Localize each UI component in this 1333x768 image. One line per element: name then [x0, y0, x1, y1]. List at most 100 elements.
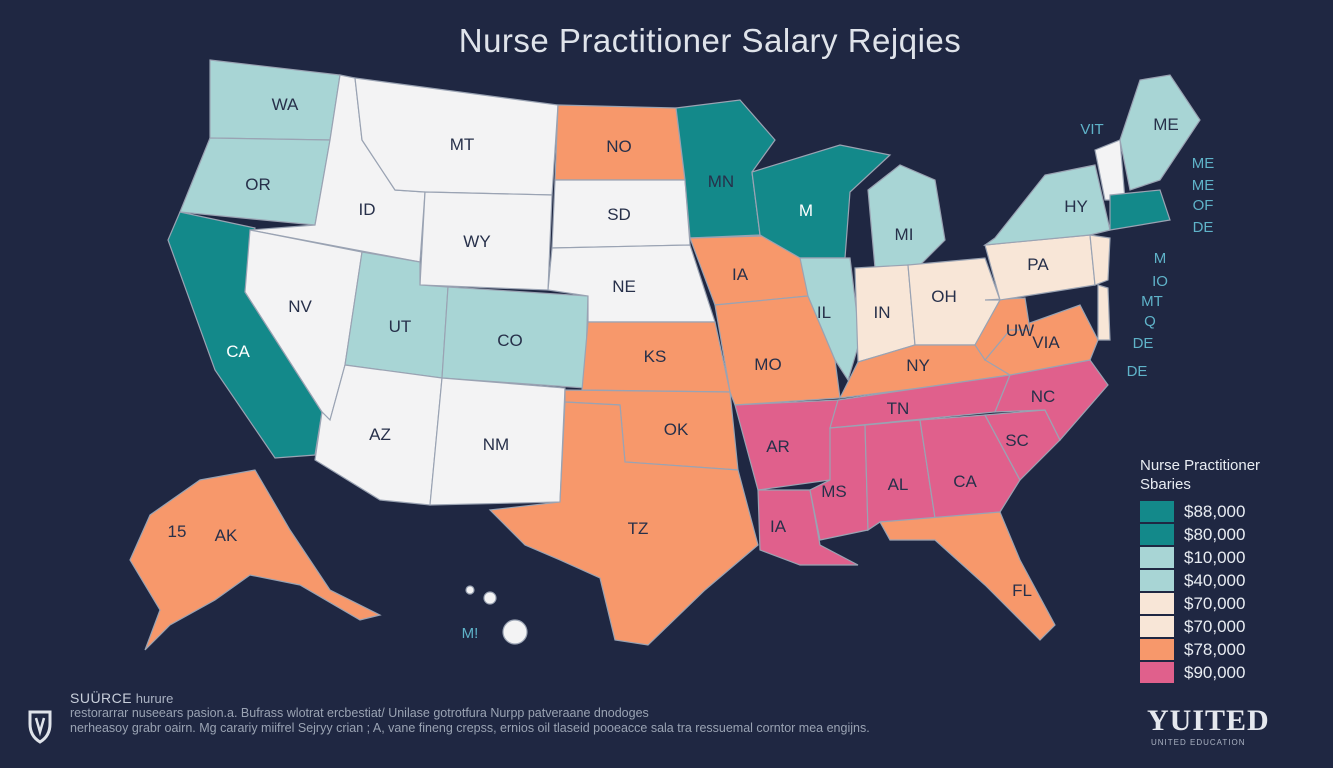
legend-value: $40,000 [1184, 570, 1246, 590]
label-in: IN [874, 303, 891, 322]
label-mn: MN [708, 172, 734, 191]
legend: Nurse Practitioner Sbaries $88,000 $80,00… [1140, 456, 1330, 684]
label-ca: CA [226, 342, 250, 361]
callout-label: ME [1192, 177, 1215, 194]
label-nd: NO [606, 137, 632, 156]
source-value: hurure [135, 691, 174, 706]
state-il[interactable] [799, 257, 861, 382]
legend-row: $80,000 [1140, 523, 1330, 546]
label-wa: WA [272, 95, 299, 114]
state-ga[interactable] [919, 414, 1021, 519]
label-ms: MS [821, 482, 847, 501]
label-ia: IA [732, 265, 749, 284]
legend-value: $70,000 [1184, 593, 1246, 613]
state-mi[interactable] [867, 164, 946, 269]
label-mo: MO [754, 355, 781, 374]
callout-label: DE [1193, 219, 1214, 236]
callout-label: OF [1193, 197, 1214, 214]
legend-title-line1: Nurse Practitioner [1140, 457, 1261, 474]
callout-label: MT [1141, 293, 1163, 310]
state-de[interactable] [1097, 284, 1111, 341]
footer: SUÜRCE hurure restorarrar nuseears pasio… [70, 690, 870, 736]
callout-label: ME [1192, 155, 1215, 172]
label-ne: NE [612, 277, 636, 296]
state-ny[interactable] [982, 164, 1111, 246]
callout-label: M [1154, 250, 1167, 267]
callout-label: DE [1133, 335, 1154, 352]
label-ky: NY [906, 356, 930, 375]
label-az: AZ [369, 425, 391, 444]
callout-label: Q [1144, 313, 1156, 330]
hawaii-island [483, 591, 497, 605]
label-ut: UT [389, 317, 412, 336]
legend-swatch [1140, 639, 1174, 660]
label-ny: HY [1064, 197, 1088, 216]
label-ks: KS [644, 347, 667, 366]
callout-label: DE [1127, 363, 1148, 380]
label-wy: WY [463, 232, 490, 251]
legend-row: $70,000 [1140, 592, 1330, 615]
label-co: CO [497, 331, 523, 350]
callout-label: IO [1152, 273, 1168, 290]
label-la: IA [770, 517, 787, 536]
legend-items: $88,000 $80,000 $10,000 $40,000 $70,000 $70,0… [1140, 500, 1330, 684]
legend-swatch [1140, 547, 1174, 568]
state-fl[interactable] [879, 511, 1056, 641]
label-ar: AR [766, 437, 790, 456]
label-ak: AK [215, 526, 238, 545]
label-va: VIA [1032, 333, 1060, 352]
state-ma[interactable] [1109, 189, 1171, 231]
hawaii-island [465, 585, 475, 595]
shield-logo-icon [28, 710, 52, 744]
legend-swatch [1140, 524, 1174, 545]
label-tn: TN [887, 399, 910, 418]
label-tx: TZ [628, 519, 649, 538]
label-wi: M [799, 201, 813, 220]
brand-name: YUITED [1147, 704, 1270, 737]
legend-value: $80,000 [1184, 524, 1246, 544]
label-hi: M! [462, 625, 479, 642]
state-ak[interactable] [129, 469, 382, 651]
label-oh: OH [931, 287, 957, 306]
brand-logo: YUITED UNITED EDUCATION [1147, 704, 1270, 747]
label-me: ME [1153, 115, 1179, 134]
legend-swatch [1140, 593, 1174, 614]
label-nm: NM [483, 435, 509, 454]
label-pa: PA [1027, 255, 1049, 274]
source-label: SUÜRCE [70, 690, 133, 706]
brand-subtitle: UNITED EDUCATION [1151, 738, 1246, 747]
map-title: Nurse Practitioner Salary Rejqies [458, 22, 962, 59]
legend-row: $88,000 [1140, 500, 1330, 523]
legend-row: $10,000 [1140, 546, 1330, 569]
label-ga: CA [953, 472, 977, 491]
footer-line-1: restorarrar nuseears pasion.a. Bufrass w… [70, 706, 649, 720]
state-wi[interactable] [751, 144, 892, 259]
callout-label: VIT [1080, 121, 1103, 138]
legend-row: $70,000 [1140, 615, 1330, 638]
label-or: OR [245, 175, 271, 194]
legend-row: $40,000 [1140, 569, 1330, 592]
state-wv[interactable] [974, 297, 1031, 362]
state-tx[interactable] [488, 401, 759, 646]
legend-swatch [1140, 501, 1174, 522]
label-nv: NV [288, 297, 312, 316]
label-sc: SC [1005, 431, 1029, 450]
legend-row: $90,000 [1140, 661, 1330, 684]
label-ak-number: 15 [168, 522, 187, 541]
legend-value: $90,000 [1184, 662, 1246, 682]
label-wv: UW [1006, 321, 1034, 340]
legend-row: $78,000 [1140, 638, 1330, 661]
footer-line-2: nerheasoy grabr oairn. Mg carariy miifre… [70, 721, 870, 735]
legend-swatch [1140, 616, 1174, 637]
legend-title-line2: Sbaries [1140, 476, 1191, 493]
legend-value: $78,000 [1184, 639, 1246, 659]
legend-swatch [1140, 662, 1174, 683]
label-fl: FL [1012, 581, 1032, 600]
state-me[interactable] [1119, 74, 1201, 191]
legend-value: $70,000 [1184, 616, 1246, 636]
state-nj[interactable] [1089, 234, 1111, 286]
label-mt: MT [450, 135, 475, 154]
legend-value: $88,000 [1184, 501, 1246, 521]
legend-value: $10,000 [1184, 547, 1246, 567]
